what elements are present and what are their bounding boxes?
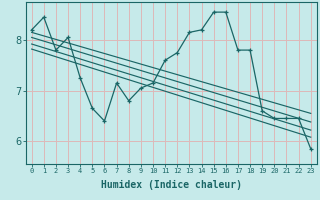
X-axis label: Humidex (Indice chaleur): Humidex (Indice chaleur) bbox=[101, 180, 242, 190]
